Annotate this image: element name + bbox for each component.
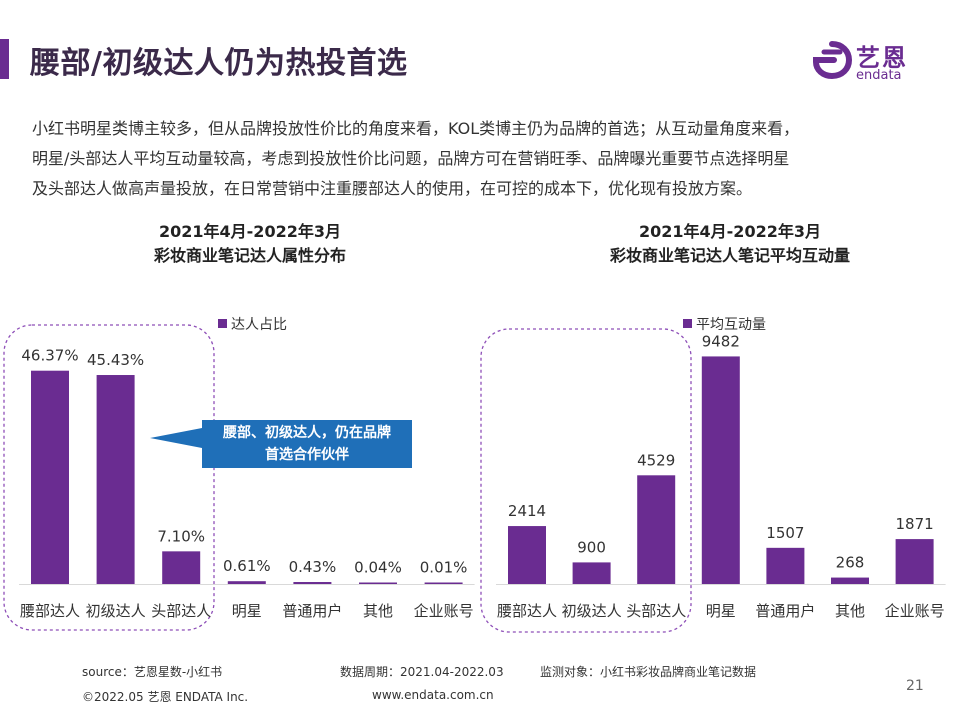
legend-label: 平均互动量 [696,317,766,333]
x-tick-label: 明星 [706,602,736,620]
data-label: 0.04% [354,559,402,577]
bar [637,475,676,584]
x-tick-label: 企业账号 [414,602,474,620]
data-label: 46.37% [21,347,78,365]
callout-line: 首选合作伙伴 [265,447,349,463]
data-label: 45.43% [87,351,144,369]
intro-line: 明星/头部达人平均互动量较高，考虑到投放性价比问题，品牌方可在营销旺季、品牌曝光… [32,149,790,168]
x-tick-label: 初级达人 [562,602,622,620]
chart2-title: 2021年4月-2022年3月 彩妆商业笔记达人笔记平均互动量 [560,220,900,268]
data-label: 0.43% [289,558,337,576]
bar [572,562,611,584]
logo-text-cn: 艺恩 [856,44,908,72]
bar [766,547,805,584]
data-label: 2414 [508,502,546,520]
legend-swatch [218,319,227,328]
data-label: 0.61% [223,557,271,575]
legend-swatch [683,319,692,328]
title-accent-bar [0,39,9,79]
callout-pointer [150,428,202,448]
x-tick-label: 头部达人 [626,602,686,620]
endata-logo: 艺恩 endata [812,38,932,86]
bar [701,356,740,584]
bar [359,582,397,584]
highlight-box [480,328,692,633]
bar [424,582,463,584]
footer-source: source：艺恩星数-小红书 [82,665,223,679]
bar [96,375,135,584]
chart1-title: 2021年4月-2022年3月 彩妆商业笔记达人属性分布 [90,220,410,268]
x-tick-label: 企业账号 [885,602,945,620]
footer-website: www.endata.com.cn [372,688,494,702]
bar-charts: 达人占比 46.37% 腰部达人 45.43% 初级达人 7.10% 头部达人 0.61% 明星… [3,317,946,633]
footer-copyright: ©2022.05 艺恩 ENDATA Inc. [82,690,249,704]
callout-line: 腰部、初级达人，仍在品牌 [223,425,391,441]
x-tick-label: 初级达人 [86,602,146,620]
x-tick-label: 普通用户 [755,602,815,620]
intro-line: 及头部达人做高声量投放，在日常营销中注重腰部达人的使用，在可控的成本下，优化现有… [32,179,753,198]
bar [831,577,869,584]
bar [31,370,69,584]
x-tick-label: 其他 [363,602,393,620]
footer-period: 数据周期：2021.04-2022.03 [340,665,504,679]
legend-label: 达人占比 [231,317,287,333]
x-tick-label: 头部达人 [151,602,211,620]
page-title: 腰部/初级达人仍为热投首选 [30,46,408,81]
data-label: 9482 [702,332,740,350]
footer-target: 监测对象：小红书彩妆品牌商业笔记数据 [540,665,757,679]
callout-box: 腰部、初级达人，仍在品牌 首选合作伙伴 [202,420,412,468]
logo-text-en: endata [856,68,902,83]
x-tick-label: 腰部达人 [497,602,557,620]
bar [293,582,332,584]
bar [162,551,201,584]
endata-logo-icon [813,41,852,80]
intro-paragraph: 小红书明星类博主较多，但从品牌投放性价比的角度来看，KOL类博主仍为品牌的首选；… [32,114,937,204]
x-tick-label: 普通用户 [282,602,342,620]
data-label: 268 [836,554,865,572]
data-label: 0.01% [420,559,468,577]
x-tick-label: 明星 [232,602,262,620]
page-number: 21 [906,678,924,694]
x-tick-label: 腰部达人 [20,602,80,620]
chart1-title-line2: 彩妆商业笔记达人属性分布 [153,246,346,265]
bar [227,581,266,584]
intro-line: 小红书明星类博主较多，但从品牌投放性价比的角度来看，KOL类博主仍为品牌的首选；… [32,119,800,138]
chart2-title-line2: 彩妆商业笔记达人笔记平均互动量 [609,246,850,265]
data-label: 7.10% [157,527,205,545]
data-label: 1507 [766,524,804,542]
data-label: 4529 [637,451,675,469]
data-label: 900 [577,538,606,556]
bar [508,526,546,584]
x-tick-label: 其他 [835,602,865,620]
chart2-title-line1: 2021年4月-2022年3月 [639,222,821,241]
chart1-title-line1: 2021年4月-2022年3月 [159,222,341,241]
data-label: 1871 [896,515,934,533]
bar [895,539,934,584]
